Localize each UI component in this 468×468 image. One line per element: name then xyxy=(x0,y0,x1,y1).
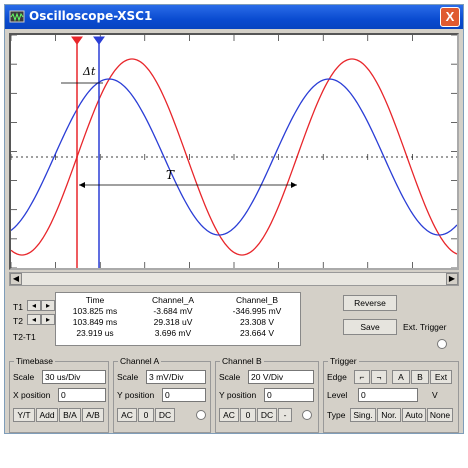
channel-b-t2: 23.308 V xyxy=(239,317,275,327)
channel-a-t1: -3.684 mV xyxy=(153,306,193,316)
trigger-level-label: Level xyxy=(327,390,348,400)
channel-a-zero-button[interactable]: 0 xyxy=(138,408,154,422)
channel-b-group: Channel B Scale 20 V/Div Y position 0 AC… xyxy=(215,356,319,433)
scroll-right-icon[interactable]: ▶ xyxy=(446,273,458,285)
trigger-edge-label: Edge xyxy=(327,372,347,382)
horizontal-scrollbar[interactable]: ◀ ▶ xyxy=(9,272,459,286)
close-button[interactable]: X xyxy=(440,7,460,27)
channel-b-t1: -346.995 mV xyxy=(232,306,282,316)
timebase-xpos-field[interactable]: 0 xyxy=(58,388,106,402)
trigger-source-ext-button[interactable]: Ext xyxy=(430,370,452,384)
channel-b-terminal[interactable] xyxy=(302,410,312,420)
trigger-single-button[interactable]: Sing. xyxy=(350,408,376,422)
measurement-panel: T1 ◂ ▸ T2 ◂ ▸ T2-T1 Time 103.825 ms 103.… xyxy=(9,290,301,348)
t2-left-button[interactable]: ◂ xyxy=(27,314,41,325)
t2-label: T2 xyxy=(13,316,23,326)
time-t1: 103.825 ms xyxy=(72,306,118,316)
mode-ab-button[interactable]: A/B xyxy=(82,408,104,422)
t1-right-button[interactable]: ▸ xyxy=(41,300,55,311)
time-column: Time 103.825 ms 103.849 ms 23.919 us xyxy=(60,295,130,339)
measurement-table: Time 103.825 ms 103.849 ms 23.919 us Cha… xyxy=(55,292,301,346)
timebase-scale-field[interactable]: 30 us/Div xyxy=(42,370,106,384)
channel-a-ypos-label: Y position xyxy=(117,390,155,400)
channel-b-column: Channel_B -346.995 mV 23.308 V 23.664 V xyxy=(216,295,298,339)
ext-trigger-terminal[interactable] xyxy=(437,339,447,349)
period-label: T xyxy=(166,168,175,182)
trigger-level-field[interactable]: 0 xyxy=(358,388,418,402)
channel-b-ypos-label: Y position xyxy=(219,390,257,400)
t1-left-button[interactable]: ◂ xyxy=(27,300,41,311)
channel-a-t2: 29.318 uV xyxy=(153,317,193,327)
cursor-t1-handle[interactable] xyxy=(71,36,83,45)
ext-trigger-label: Ext. Trigger xyxy=(403,322,447,332)
trigger-level-unit: V xyxy=(432,390,438,400)
timebase-group: Timebase Scale 30 us/Div X position 0 Y/… xyxy=(9,356,109,433)
oscilloscope-icon xyxy=(9,10,25,23)
channel-b-minus-button[interactable]: - xyxy=(278,408,292,422)
channel-a-scale-field[interactable]: 3 mV/Div xyxy=(146,370,206,384)
mode-ba-button[interactable]: B/A xyxy=(59,408,81,422)
trigger-source-a-button[interactable]: A xyxy=(392,370,410,384)
cursor-t2-handle[interactable] xyxy=(93,36,105,45)
channel-b-ac-button[interactable]: AC xyxy=(219,408,239,422)
reverse-button[interactable]: Reverse xyxy=(343,295,397,311)
waveform-display: Δt T xyxy=(10,34,458,269)
time-header: Time xyxy=(85,295,105,305)
title-bar[interactable]: Oscilloscope-XSC1 X xyxy=(5,5,463,29)
period-arrowhead-left xyxy=(79,182,85,188)
trigger-auto-button[interactable]: Auto xyxy=(402,408,426,422)
channel-a-title: Channel A xyxy=(118,356,162,366)
channel-a-ypos-field[interactable]: 0 xyxy=(162,388,206,402)
oscilloscope-screen[interactable]: Δt T xyxy=(9,33,459,270)
trigger-group: Trigger Edge ⌐ ¬ A B Ext Level 0 V Type … xyxy=(323,356,459,433)
window-title: Oscilloscope-XSC1 xyxy=(29,9,153,23)
channel-b-ypos-field[interactable]: 0 xyxy=(264,388,314,402)
rising-edge-icon[interactable]: ⌐ xyxy=(354,370,370,384)
falling-edge-icon[interactable]: ¬ xyxy=(371,370,387,384)
channel-b-dc-button[interactable]: DC xyxy=(257,408,277,422)
grid xyxy=(10,34,457,269)
trigger-none-button[interactable]: None xyxy=(427,408,453,422)
save-button[interactable]: Save xyxy=(343,319,397,335)
delta-t-label: Δt xyxy=(82,65,96,78)
channel-b-scale-field[interactable]: 20 V/Div xyxy=(248,370,314,384)
channel-a-diff: 3.696 mV xyxy=(154,328,192,338)
channel-a-scale-label: Scale xyxy=(117,372,139,382)
channel-a-group: Channel A Scale 3 mV/Div Y position 0 AC… xyxy=(113,356,211,433)
t1-label: T1 xyxy=(13,302,23,312)
channel-a-ac-button[interactable]: AC xyxy=(117,408,137,422)
channel-b-title: Channel B xyxy=(220,356,264,366)
timebase-title: Timebase xyxy=(14,356,56,366)
trigger-source-b-button[interactable]: B xyxy=(411,370,429,384)
time-diff: 23.919 us xyxy=(76,328,114,338)
channel-a-terminal[interactable] xyxy=(196,410,206,420)
channel-b-scale-label: Scale xyxy=(219,372,241,382)
scroll-left-icon[interactable]: ◀ xyxy=(10,273,22,285)
timebase-xpos-label: X position xyxy=(13,390,51,400)
oscilloscope-window: Oscilloscope-XSC1 X Δt T ◀ ▶ T1 ◂ ▸ T2 ◂… xyxy=(4,4,464,434)
channel-b-trace xyxy=(10,78,458,236)
period-arrowhead-right xyxy=(291,182,297,188)
t2-t1-label: T2-T1 xyxy=(13,332,36,342)
trigger-type-label: Type xyxy=(327,410,346,420)
timebase-scale-label: Scale xyxy=(13,372,35,382)
trigger-normal-button[interactable]: Nor. xyxy=(377,408,401,422)
trigger-title: Trigger xyxy=(328,356,359,366)
t2-right-button[interactable]: ▸ xyxy=(41,314,55,325)
mode-add-button[interactable]: Add xyxy=(36,408,58,422)
channel-b-diff: 23.664 V xyxy=(239,328,275,338)
channel-b-header: Channel_B xyxy=(235,295,279,305)
mode-yt-button[interactable]: Y/T xyxy=(13,408,35,422)
channel-a-dc-button[interactable]: DC xyxy=(155,408,175,422)
channel-a-column: Channel_A -3.684 mV 29.318 uV 3.696 mV xyxy=(134,295,212,339)
channel-a-trace xyxy=(10,58,458,256)
channel-b-zero-button[interactable]: 0 xyxy=(240,408,256,422)
time-t2: 103.849 ms xyxy=(72,317,118,327)
channel-a-header: Channel_A xyxy=(151,295,195,305)
